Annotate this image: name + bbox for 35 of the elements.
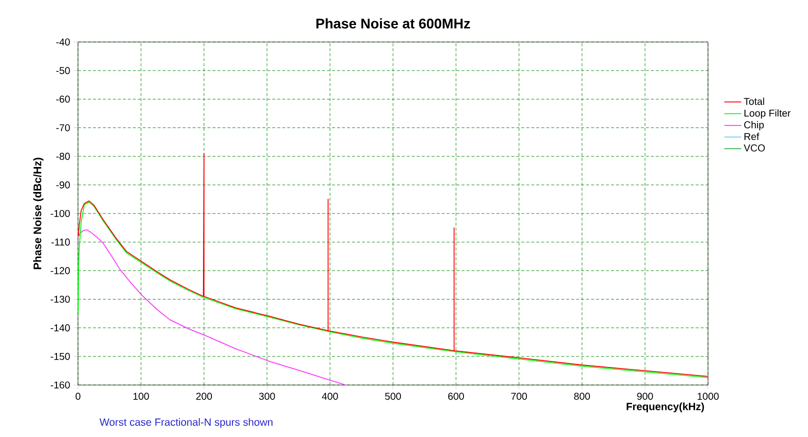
- chart-title: Phase Noise at 600MHz: [316, 18, 470, 29]
- y-tick-label: -110: [51, 238, 70, 246]
- legend-label: Ref: [744, 132, 760, 140]
- x-tick-label: 600: [448, 392, 464, 400]
- y-tick-label: -150: [50, 352, 70, 360]
- y-tick-label: -50: [56, 67, 70, 74]
- y-tick-label: -40: [56, 38, 70, 46]
- legend-label: Total: [744, 98, 764, 105]
- x-tick-label: 400: [322, 392, 338, 400]
- x-tick-label: 1000: [698, 392, 719, 400]
- legend-label: VCO: [744, 144, 765, 152]
- y-tick-label: -130: [50, 296, 70, 303]
- y-axis-title: Phase Noise (dBc/Hz): [33, 158, 44, 270]
- y-tick-label: -100: [50, 210, 70, 218]
- x-tick-label: 500: [385, 392, 401, 400]
- x-axis-title: Frequency(kHz): [626, 402, 704, 412]
- y-tick-label: -90: [56, 181, 70, 188]
- x-tick-label: 900: [637, 392, 653, 400]
- y-tick-label: -60: [56, 96, 70, 103]
- x-tick-label: 300: [259, 392, 275, 400]
- text: Worst case Fractional-N spurs shown: [100, 418, 272, 428]
- line-series: [78, 229, 346, 385]
- x-tick-label: 0: [76, 392, 80, 400]
- line-series: [78, 153, 708, 377]
- y-tick-label: -140: [50, 324, 70, 332]
- x-tick-label: 200: [196, 392, 212, 400]
- x-tick-label: 100: [133, 392, 149, 400]
- legend-label: Chip: [744, 121, 764, 130]
- y-tick-label: -70: [56, 124, 70, 132]
- x-tick-label: 700: [511, 392, 527, 400]
- y-tick-label: -120: [50, 267, 70, 274]
- y-tick-label: -80: [56, 152, 70, 160]
- y-tick-label: -160: [50, 381, 70, 389]
- legend-label: Loop Filter: [744, 109, 791, 119]
- x-tick-label: 800: [574, 392, 590, 400]
